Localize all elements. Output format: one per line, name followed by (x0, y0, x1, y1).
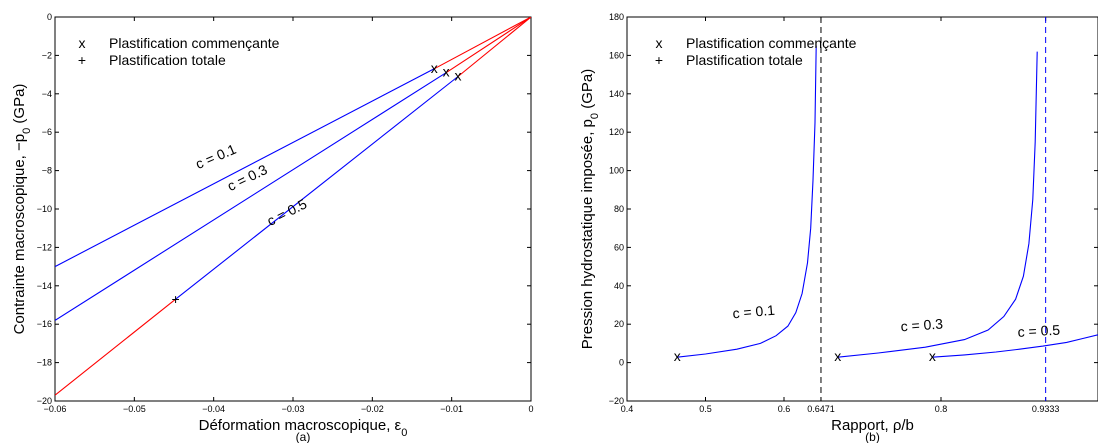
legend-label: Plastification commençante (109, 35, 280, 51)
panel-label: (b) (865, 430, 880, 443)
data-layer: x x x+ (55, 17, 531, 396)
elastic-line (457, 17, 531, 77)
series-line (55, 68, 435, 268)
y-tick-label: 20 (614, 319, 624, 329)
legend-marker: x (656, 35, 663, 51)
legend-label: Plastification commençante (686, 35, 857, 51)
y-tick-label: −20 (37, 396, 52, 406)
x-tick-label: 0.6 (778, 404, 791, 414)
y-tick-label: 140 (609, 89, 624, 99)
legend-marker: x (79, 35, 86, 51)
series-annotation: c = 0.5 (1017, 322, 1060, 340)
series-annotation: c = 0.3 (900, 315, 944, 334)
plot-area (626, 16, 1098, 402)
y-tick-label: 100 (609, 166, 624, 176)
y-tick-label: 60 (614, 242, 624, 252)
y-axis-label: Contrainte macroscopique, −p0 (GPa) (11, 84, 33, 335)
marker-x: x (455, 68, 462, 84)
x-tick-label: 0.9333 (1032, 404, 1060, 414)
x-tick-label: −0.01 (440, 404, 463, 414)
y-axis-label: Pression hydrostatique imposée, p0 (GPa) (579, 69, 601, 349)
y-tick-label: −16 (37, 319, 52, 329)
x-tick-label: −0.02 (361, 404, 384, 414)
legend: x Plastification commençante + Plastificati… (655, 35, 857, 68)
chart-panel-a: −0.06 −0.05 −0.04 −0.03 −0.02 −0.01 0−20−18−16… (11, 12, 534, 443)
x-tick-label: 0 (528, 404, 533, 414)
marker-x: x (674, 348, 681, 364)
y-tick-label: 80 (614, 204, 624, 214)
y-tick-label: 120 (609, 127, 624, 137)
legend: x Plastification commençante + Plastificati… (78, 35, 280, 68)
series-line (175, 76, 459, 300)
y-tick-label: −12 (37, 242, 52, 252)
x-tick-label: −0.03 (282, 404, 305, 414)
y-tick-label: −2 (42, 50, 52, 60)
marker-x: x (443, 64, 450, 80)
x-tick-label: −0.05 (123, 404, 146, 414)
x-tick-label: 0.8 (935, 404, 948, 414)
y-tick-label: −18 (37, 358, 52, 368)
marker-x: x (431, 60, 438, 76)
series-line (932, 334, 1098, 358)
x-axis-label: Rapport, ρ/b (831, 417, 914, 434)
series-line (55, 72, 447, 321)
elastic-line (55, 298, 176, 396)
y-tick-label: −6 (42, 127, 52, 137)
legend-label: Plastification totale (686, 52, 803, 68)
elastic-line (433, 17, 531, 70)
legend-label: Plastification totale (109, 52, 226, 68)
y-tick-label: 0 (47, 12, 52, 22)
legend-marker: + (78, 52, 86, 68)
panel-label: (a) (296, 430, 311, 443)
x-axis-label: Déformation macroscopique, ε0 (199, 417, 408, 439)
y-tick-label: −10 (37, 204, 52, 214)
series-line (837, 51, 1038, 358)
x-tick-label: −0.06 (44, 404, 67, 414)
y-tick-label: −20 (609, 396, 624, 406)
marker-x: x (834, 348, 841, 364)
legend-marker: + (655, 52, 663, 68)
x-tick-label: 0.5 (699, 404, 712, 414)
chart-panel-b: 0.4 0.5 0.6 0.6471 0.8 0.9333 −20 0 20 40 60 80 100 1… (579, 12, 1098, 443)
series-annotation: c = 0.1 (732, 302, 776, 322)
y-tick-label: −4 (42, 89, 52, 99)
series-line (677, 45, 817, 358)
x-tick-label: 0.6471 (807, 404, 835, 414)
x-tick-label: 0.4 (621, 404, 634, 414)
y-tick-label: 40 (614, 281, 624, 291)
y-tick-label: −14 (37, 281, 52, 291)
y-tick-label: 160 (609, 50, 624, 60)
y-tick-label: 180 (609, 12, 624, 22)
x-tick-label: −0.04 (202, 404, 225, 414)
y-tick-label: 0 (619, 358, 624, 368)
marker-x: x (929, 348, 936, 364)
elastic-line (445, 17, 531, 74)
y-tick-label: −8 (42, 166, 52, 176)
marker-plus: + (171, 291, 179, 307)
